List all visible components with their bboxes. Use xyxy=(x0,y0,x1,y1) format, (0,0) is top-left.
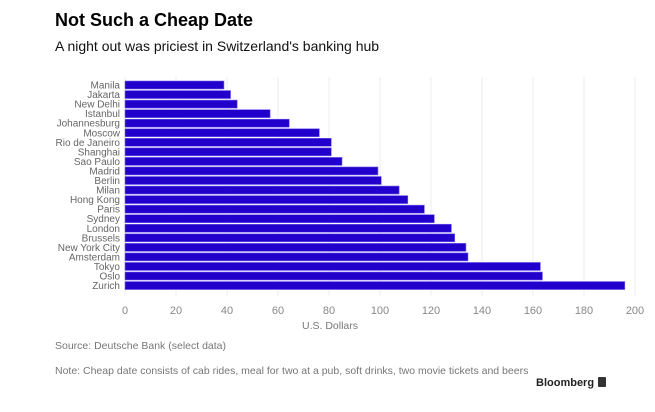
brand-logo: Bloomberg xyxy=(536,377,607,389)
x-tick-label: 40 xyxy=(221,305,233,317)
bar xyxy=(124,80,225,90)
x-tick-label: 0 xyxy=(122,305,128,317)
bar xyxy=(124,147,332,157)
bar xyxy=(124,271,543,281)
category-label: Rio de Janeiro xyxy=(56,138,121,149)
chart-subtitle: A night out was priciest in Switzerland'… xyxy=(55,38,380,54)
x-tick-label: 180 xyxy=(575,305,593,317)
category-label: Milan xyxy=(96,186,120,197)
x-tick-label: 20 xyxy=(170,305,182,317)
category-label: Madrid xyxy=(89,166,120,177)
category-label: New York City xyxy=(58,243,120,254)
source-note: Source: Deutsche Bank (select data) xyxy=(55,340,227,352)
category-label: Amsterdam xyxy=(69,252,120,263)
bar xyxy=(124,223,452,233)
x-axis-label: U.S. Dollars xyxy=(302,320,358,332)
footnote: Note: Cheap date consists of cab rides, … xyxy=(55,365,529,377)
x-tick-label: 120 xyxy=(422,305,440,317)
bar xyxy=(124,214,435,223)
category-label: Berlin xyxy=(94,176,120,187)
bar xyxy=(124,281,626,290)
bar xyxy=(124,233,456,243)
bloomberg-icon xyxy=(598,377,607,387)
category-label: Istanbul xyxy=(85,109,120,120)
category-label: Jakarta xyxy=(87,90,120,101)
chart-title: Not Such a Cheap Date xyxy=(55,10,254,30)
category-label: Zurich xyxy=(92,281,120,292)
category-label: Paris xyxy=(97,205,120,216)
bar xyxy=(124,99,238,109)
bar xyxy=(124,90,231,99)
x-tick-label: 100 xyxy=(371,305,389,317)
bar xyxy=(124,128,320,138)
category-label: Sao Paulo xyxy=(74,157,121,168)
bar xyxy=(124,185,400,195)
category-label: Manila xyxy=(91,81,121,92)
x-tick-label: 160 xyxy=(524,305,542,317)
category-label: Sydney xyxy=(87,214,120,225)
bar xyxy=(124,157,343,166)
bar xyxy=(124,166,379,176)
category-label: Brussels xyxy=(82,233,120,244)
x-tick-label: 60 xyxy=(272,305,284,317)
x-tick-label: 200 xyxy=(626,305,644,317)
brand-name: Bloomberg xyxy=(536,377,595,389)
bar xyxy=(124,195,409,204)
category-label: Johannesburg xyxy=(57,119,120,130)
category-label: Shanghai xyxy=(78,147,120,158)
bar xyxy=(124,118,290,128)
category-label: Moscow xyxy=(83,128,120,139)
category-label: Tokyo xyxy=(94,262,121,273)
bar xyxy=(124,252,469,262)
x-tick-label: 80 xyxy=(323,305,335,317)
bar xyxy=(124,204,425,214)
x-tick-label: 140 xyxy=(473,305,491,317)
category-label: Hong Kong xyxy=(70,195,120,206)
bar xyxy=(124,109,271,118)
category-label: London xyxy=(87,224,120,235)
bar xyxy=(124,243,467,252)
category-label: New Delhi xyxy=(74,100,120,111)
category-label: Oslo xyxy=(99,272,120,283)
bar xyxy=(124,176,382,185)
bar xyxy=(124,138,332,147)
bar xyxy=(124,262,541,271)
